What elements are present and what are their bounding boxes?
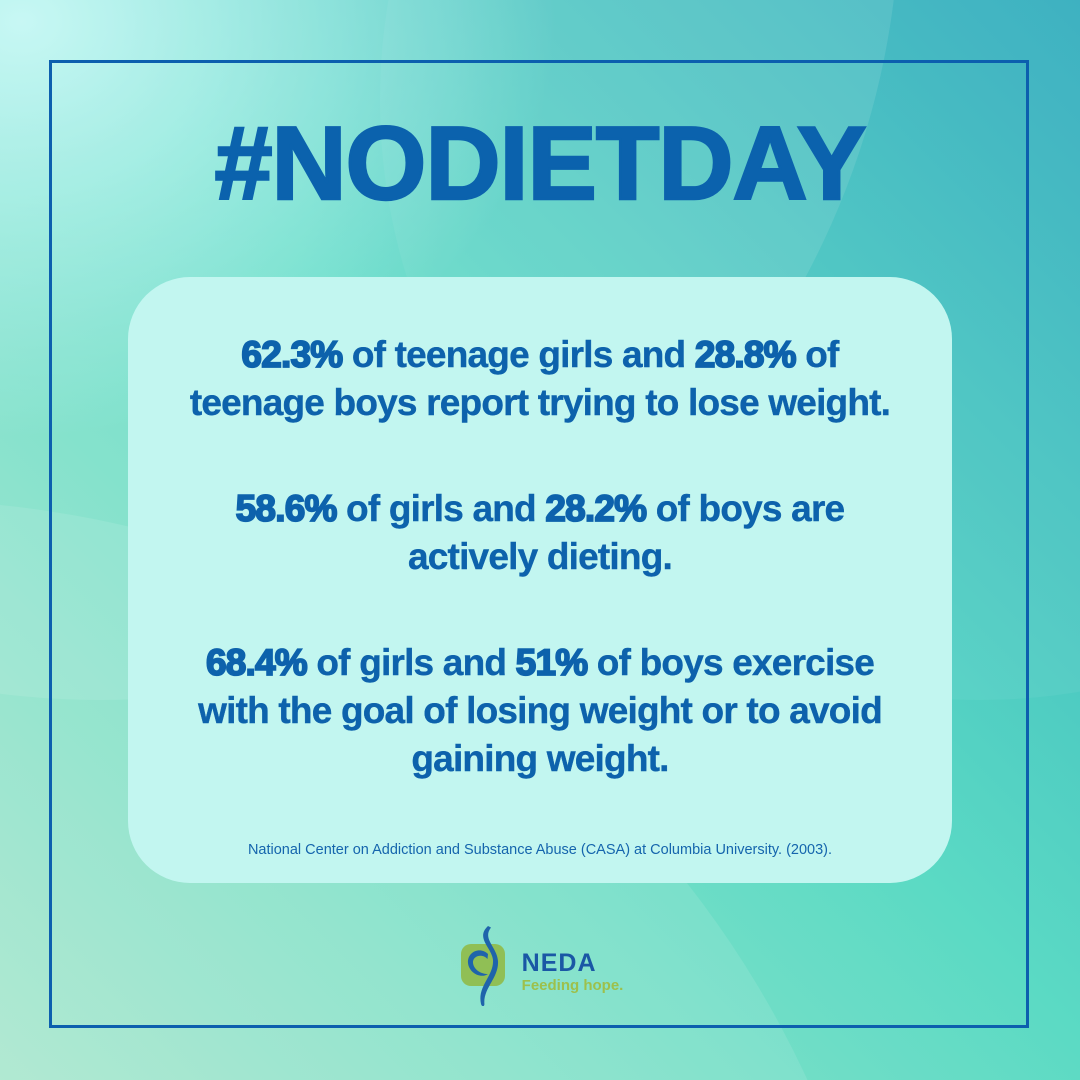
stat-phrase: of teenage boys report trying to lose we…: [189, 334, 892, 423]
stat-number: 68.4%: [205, 641, 309, 684]
stat-number: 28.2%: [544, 487, 648, 530]
hashtag-title: #NODIETDAY: [213, 106, 867, 222]
stats-list: 62.3% of teenage girls and 28.8% of teen…: [172, 331, 908, 783]
stat-phrase: of girls and: [306, 642, 516, 683]
logo-text-block: NEDA Feeding hope.: [522, 937, 624, 996]
stat-phrase: of boys exercise with the goal of losing…: [198, 642, 883, 779]
logo-tagline: Feeding hope.: [521, 976, 624, 994]
stat-text: 58.6% of girls and 28.2% of boys are act…: [172, 485, 908, 581]
stats-card: 62.3% of teenage girls and 28.8% of teen…: [128, 277, 952, 883]
stat-number: 62.3%: [241, 333, 345, 376]
stat-phrase: of girls and: [336, 488, 546, 529]
border-frame: [49, 60, 1029, 1028]
stat-phrase: of teenage girls and: [342, 334, 695, 375]
stat-number: 28.8%: [694, 333, 798, 376]
stat-text: 68.4% of girls and 51% of boys exercise …: [172, 639, 908, 783]
stat-number: 58.6%: [235, 487, 339, 530]
citation-text: National Center on Addiction and Substan…: [247, 842, 833, 858]
logo-wordmark: NEDA: [521, 948, 597, 977]
neda-logo: NEDA Feeding hope.: [0, 926, 1080, 1006]
stat-text: 62.3% of teenage girls and 28.8% of teen…: [172, 331, 908, 427]
stat-number: 51%: [515, 641, 589, 684]
neda-logo-icon: [460, 926, 505, 1006]
stat-phrase: of boys are actively dieting.: [408, 488, 846, 577]
